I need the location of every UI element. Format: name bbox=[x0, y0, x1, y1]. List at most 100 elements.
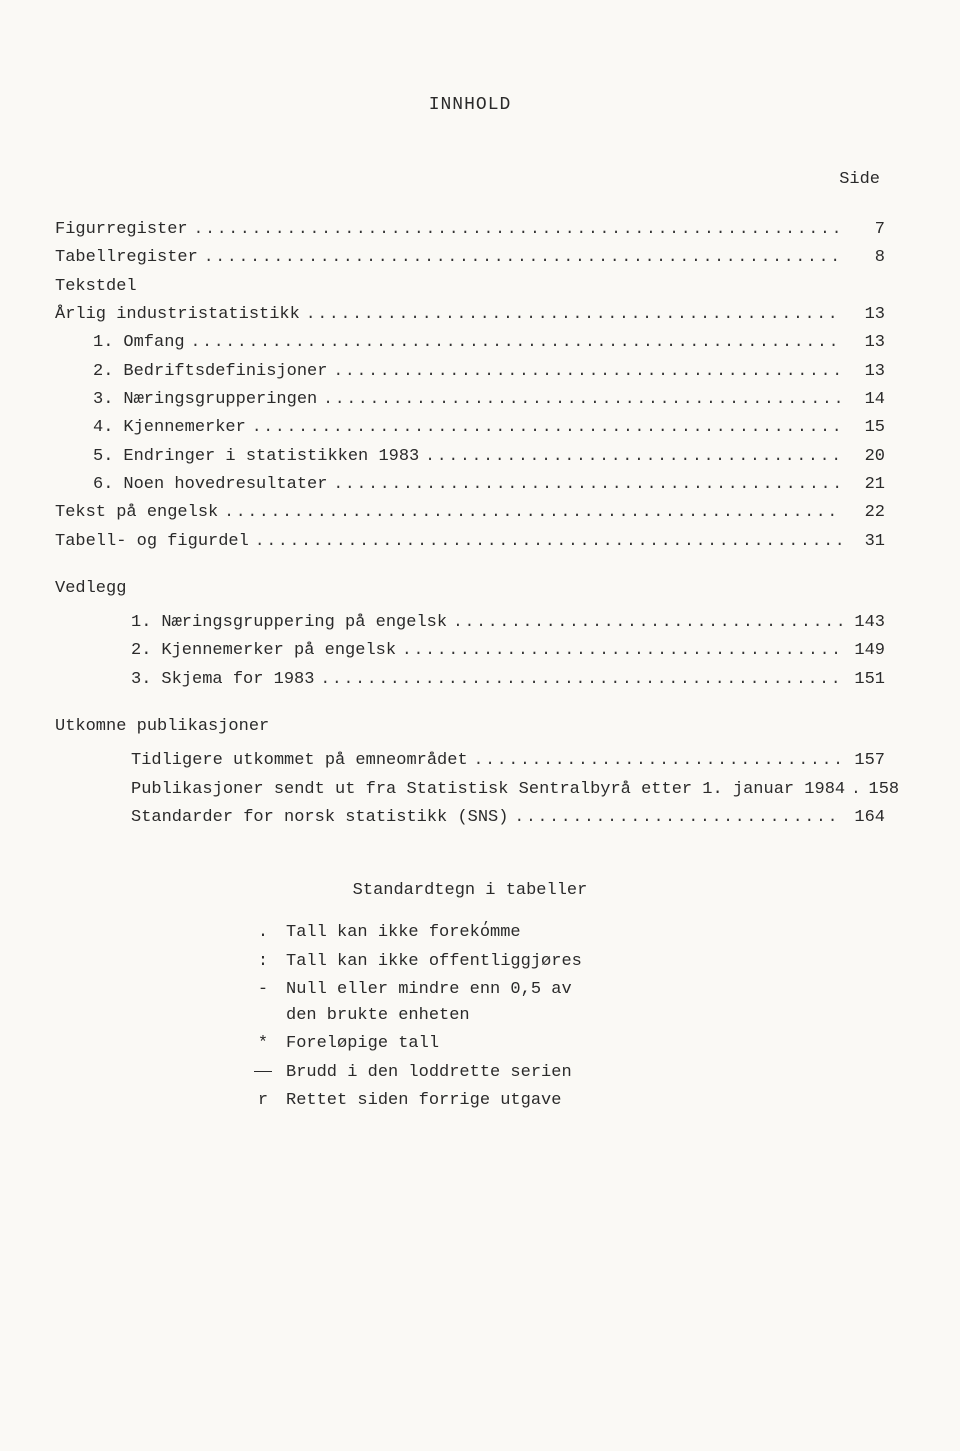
toc-entry-label: Tekstdel bbox=[55, 274, 137, 300]
toc-leader: ........................................… bbox=[508, 805, 843, 830]
toc-entry: 1.Omfang................................… bbox=[93, 330, 885, 356]
toc-entry: 2. Bedriftsdefinisjoner..................… bbox=[93, 359, 885, 385]
legend-symbol: r bbox=[250, 1088, 276, 1114]
toc-leader: ........................................… bbox=[468, 748, 843, 773]
toc-entry-label: Kjennemerker på engelsk bbox=[161, 638, 396, 664]
toc-leader: ........................................… bbox=[845, 777, 857, 802]
section-head-vedlegg: Vedlegg bbox=[55, 579, 885, 598]
toc-entry-page: 13 bbox=[843, 359, 885, 385]
legend-symbol: - bbox=[250, 977, 276, 1003]
toc-entry: 2. Kjennemerker på engelsk...............… bbox=[131, 638, 885, 664]
toc-entry: 1. Næringsgruppering på engelsk..........… bbox=[131, 610, 885, 636]
toc-entry-label: Omfang bbox=[123, 330, 184, 356]
toc-entry-label: Tidligere utkommet på emneområdet bbox=[131, 748, 468, 774]
toc-entry-page: 157 bbox=[843, 748, 885, 774]
toc-main: Figurregister...........................… bbox=[55, 217, 885, 555]
toc-entry: Publikasjoner sendt ut fra Statistisk Se… bbox=[131, 777, 885, 803]
toc-entry-label: Tabellregister bbox=[55, 245, 198, 271]
legend-description: Brudd i den loddrette serien bbox=[286, 1060, 690, 1086]
legend-description: Null eller mindre enn 0,5 av den brukte … bbox=[286, 977, 690, 1028]
toc-entry: Tidligere utkommet på emneområdet.......… bbox=[131, 748, 885, 774]
legend-rows: .Tall kan ikke forekomme’:Tall kan ikke … bbox=[250, 920, 690, 1114]
toc-vedlegg: 1. Næringsgruppering på engelsk..........… bbox=[55, 610, 885, 693]
legend-row: : Tall kan ikke offentliggjøres bbox=[250, 949, 690, 975]
toc-leader: ........................................… bbox=[300, 302, 843, 327]
section-head-utkomne: Utkomne publikasjoner bbox=[55, 717, 885, 736]
toc-entry-number: 4. bbox=[93, 415, 113, 441]
toc-entry: Tabell- og figurdel.....................… bbox=[55, 529, 885, 555]
legend-description: Foreløpige tall bbox=[286, 1031, 690, 1057]
toc-entry-number: 3. bbox=[93, 387, 113, 413]
toc-leader: ........................................… bbox=[327, 359, 843, 384]
toc-entry-label: Tekst på engelsk bbox=[55, 500, 218, 526]
tick-mark: ’ bbox=[482, 920, 490, 936]
toc-entry-page: 22 bbox=[843, 500, 885, 526]
toc-leader: ........................................… bbox=[188, 217, 843, 242]
legend-symbol: : bbox=[250, 949, 276, 975]
toc-entry-number: 1. bbox=[131, 610, 151, 636]
toc-entry: Tekst på engelsk........................… bbox=[55, 500, 885, 526]
toc-entry: 5.Endringer i statistikken 1983.........… bbox=[93, 444, 885, 470]
dash-icon bbox=[254, 1071, 272, 1072]
toc-entry-label: Endringer i statistikken 1983 bbox=[123, 444, 419, 470]
toc-entry-number: 2. bbox=[93, 359, 113, 385]
side-column-header: Side bbox=[55, 170, 885, 189]
toc-entry-label: Standarder for norsk statistikk (SNS) bbox=[131, 805, 508, 831]
toc-leader: ........................................… bbox=[396, 638, 843, 663]
toc-entry-page: 14 bbox=[843, 387, 885, 413]
toc-entry: Tabellregister..........................… bbox=[55, 245, 885, 271]
toc-entry-label: Næringsgruppering på engelsk bbox=[161, 610, 447, 636]
legend-row: * Foreløpige tall bbox=[250, 1031, 690, 1057]
toc-entry-page: 13 bbox=[843, 330, 885, 356]
toc-entry: Tekstdel bbox=[55, 274, 885, 300]
toc-entry-page: 20 bbox=[843, 444, 885, 470]
toc-entry-page: 158 bbox=[857, 777, 899, 803]
toc-entry-label: Kjennemerker bbox=[123, 415, 245, 441]
legend-row: Brudd i den loddrette serien bbox=[250, 1060, 690, 1086]
legend-description: Tall kan ikke offentliggjøres bbox=[286, 949, 690, 975]
toc-entry-page: 151 bbox=[843, 667, 885, 693]
toc-entry-page: 21 bbox=[843, 472, 885, 498]
toc-leader: ........................................… bbox=[249, 529, 843, 554]
toc-leader: ........................................… bbox=[314, 667, 843, 692]
toc-entry: 4. Kjennemerker..........................… bbox=[93, 415, 885, 441]
toc-entry-label: Publikasjoner sendt ut fra Statistisk Se… bbox=[131, 777, 845, 803]
toc-leader: ........................................… bbox=[246, 415, 843, 440]
page-title: INNHOLD bbox=[55, 95, 885, 115]
toc-entry-page: 149 bbox=[843, 638, 885, 664]
toc-entry-page: 143 bbox=[843, 610, 885, 636]
toc-entry-number: 1. bbox=[93, 330, 113, 356]
toc-entry-page: 31 bbox=[843, 529, 885, 555]
toc-entry-label: Noen hovedresultater bbox=[123, 472, 327, 498]
toc-leader: ........................................… bbox=[447, 610, 843, 635]
toc-entry: 3.Skjema for 1983.......................… bbox=[131, 667, 885, 693]
toc-entry-page: 7 bbox=[843, 217, 885, 243]
legend-row: rRettet siden forrige utgave bbox=[250, 1088, 690, 1114]
toc-entry-label: Figurregister bbox=[55, 217, 188, 243]
toc-entry-number: 2. bbox=[131, 638, 151, 664]
legend-symbol: . bbox=[250, 920, 276, 946]
toc-entry-label: Bedriftsdefinisjoner bbox=[123, 359, 327, 385]
toc-leader: ........................................… bbox=[198, 245, 843, 270]
toc-entry: Standarder for norsk statistikk (SNS)...… bbox=[131, 805, 885, 831]
legend-row: -Null eller mindre enn 0,5 av den brukte… bbox=[250, 977, 690, 1028]
toc-leader: ........................................… bbox=[218, 500, 843, 525]
toc-entry-number: 5. bbox=[93, 444, 113, 470]
legend-title: Standardtegn i tabeller bbox=[250, 881, 690, 900]
toc-entry-page: 15 bbox=[843, 415, 885, 441]
toc-entry-page: 13 bbox=[843, 302, 885, 328]
toc-entry-number: 6. bbox=[93, 472, 113, 498]
toc-entry: 6. Noen hovedresultater..................… bbox=[93, 472, 885, 498]
legend-symbol bbox=[250, 1060, 276, 1086]
legend-symbol: * bbox=[250, 1031, 276, 1057]
toc-entry: 3. Næringsgrupperingen...................… bbox=[93, 387, 885, 413]
document-page: INNHOLD Side Figurregister..............… bbox=[0, 0, 960, 1451]
toc-entry: Figurregister...........................… bbox=[55, 217, 885, 243]
toc-leader: ........................................… bbox=[317, 387, 843, 412]
toc-leader: ........................................… bbox=[327, 472, 843, 497]
toc-entry-label: Næringsgrupperingen bbox=[123, 387, 317, 413]
toc-utkomne: Tidligere utkommet på emneområdet.......… bbox=[55, 748, 885, 831]
toc-entry: Årlig industristatistikk................… bbox=[55, 302, 885, 328]
toc-entry-page: 8 bbox=[843, 245, 885, 271]
legend-block: Standardtegn i tabeller .Tall kan ikke f… bbox=[250, 881, 690, 1114]
